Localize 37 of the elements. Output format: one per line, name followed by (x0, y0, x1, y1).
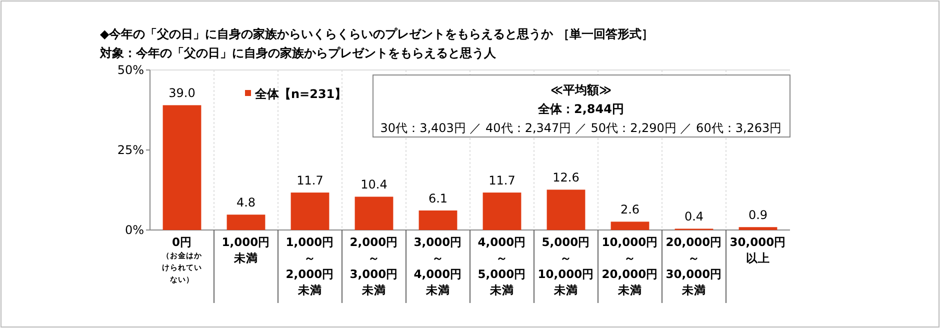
data-label: 11.7 (296, 174, 324, 188)
data-label: 11.7 (488, 174, 516, 188)
data-label: 0.4 (684, 210, 704, 224)
x-tick-label: 2,000円～3,000円未満 (348, 234, 400, 298)
data-label: 0.9 (748, 208, 768, 222)
annotation: 30代：3,403円 ／ 40代：2,347円 ／ 50代：2,290円 ／ 60代：3,263円 (380, 121, 782, 135)
bar (290, 192, 330, 230)
x-tick-label: 30,000円以上 (728, 234, 788, 266)
x-tick-label: 1,000円～2,000円未満 (284, 234, 336, 298)
y-tick-label: 50% (117, 63, 144, 77)
annotation: 全体：2,844円 (537, 102, 624, 116)
chart-subtitle: 対象：今年の「父の日」に自身の家族からプレゼントをもらえると思う人 (99, 46, 497, 60)
chart-title: ◆今年の「父の日」に自身の家族からいくらくらいのプレゼントをもらえると思うか ［単一回答形式］ (100, 27, 654, 41)
data-label: 6.1 (428, 191, 448, 206)
x-tick-label: 3,000円～4,000円未満 (412, 234, 464, 298)
legend-label: 全体【n=231】 (254, 87, 347, 101)
bar (226, 214, 266, 230)
data-label: 10.4 (360, 178, 388, 192)
bar (418, 210, 458, 230)
bar (546, 190, 586, 230)
data-label: 4.8 (236, 196, 256, 210)
data-label: 12.6 (552, 170, 580, 185)
bar (738, 227, 778, 230)
bar (162, 105, 202, 230)
annotation: ≪平均額≫ (550, 83, 612, 97)
bar (610, 222, 650, 230)
data-label: 39.0 (168, 86, 196, 100)
y-tick-label: 25% (117, 143, 144, 157)
x-tick-label: 4,000円～5,000円未満 (476, 234, 528, 298)
y-tick-label: 0% (124, 223, 144, 237)
x-tick-label: 5,000円～10,000円未満 (536, 234, 596, 298)
x-tick-label: 20,000円～30,000円未満 (664, 234, 724, 298)
data-label: 2.6 (620, 202, 640, 217)
bar (354, 196, 394, 230)
bar (482, 192, 522, 230)
x-tick-label: 10,000円～20,000円未満 (600, 234, 660, 298)
x-tick-label: 1,000円未満 (220, 234, 272, 266)
